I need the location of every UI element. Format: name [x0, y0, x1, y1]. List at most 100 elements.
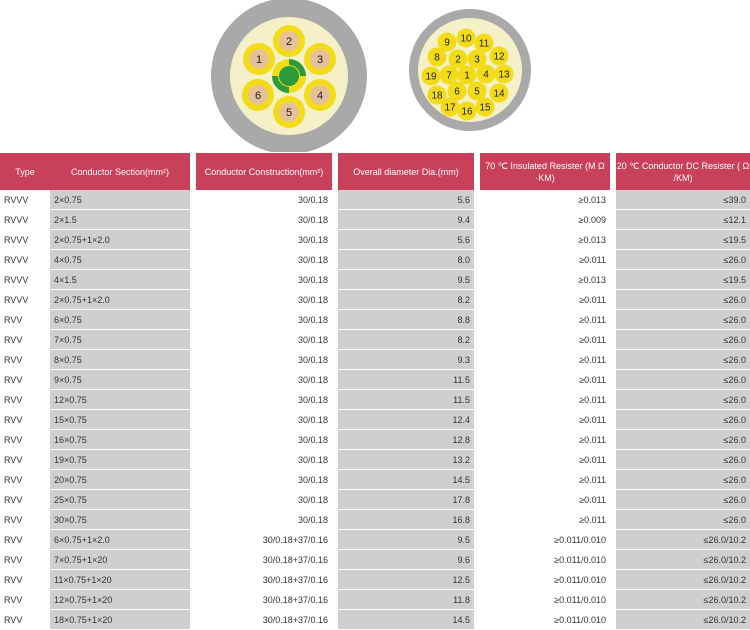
construction-cell: 30/0.18	[196, 290, 332, 310]
insulated-cell: ≥0.011	[480, 470, 610, 490]
cable-6-cores: 1 2 3 4 5 6	[242, 25, 336, 128]
insulated-cell: ≥0.011	[480, 450, 610, 470]
type-cell: RVVV	[0, 230, 50, 250]
core-label: 10	[460, 34, 472, 45]
core-label: 7	[446, 71, 452, 82]
diameter-cell: 14.5	[338, 610, 474, 630]
table-row: RVV 19×0.75 30/0.18 13.2 ≥0.011 ≤26.0	[0, 450, 750, 470]
insulated-cell: ≥0.013	[480, 190, 610, 210]
diameter-cell: 11.5	[338, 370, 474, 390]
core-label: 12	[493, 52, 505, 63]
diameter-cell: 5.6	[338, 230, 474, 250]
insulated-cell: ≥0.011	[480, 510, 610, 530]
construction-cell: 30/0.18	[196, 370, 332, 390]
core-label: 14	[493, 89, 505, 100]
core-12: 12	[489, 46, 509, 66]
construction-cell: 30/0.18	[196, 450, 332, 470]
insulated-cell: ≥0.009	[480, 210, 610, 230]
diameter-cell: 13.2	[338, 450, 474, 470]
section-cell: 7×0.75	[50, 330, 190, 350]
table-header-row: Type Conductor Section(mm²) Conductor Co…	[0, 153, 750, 190]
type-cell: RVVV	[0, 290, 50, 310]
header-diameter: Overall diameter Dia.(mm)	[338, 153, 474, 190]
diameter-cell: 9.5	[338, 530, 474, 550]
diameter-cell: 12.4	[338, 410, 474, 430]
core-2: 2	[273, 25, 305, 57]
core-17: 17	[440, 97, 460, 117]
table-row: RVVV 2×0.75 30/0.18 5.6 ≥0.013 ≤39.0	[0, 190, 750, 210]
dc-cell: ≤26.0	[616, 410, 750, 430]
header-dc: 20 ℃ Conductor DC Resister ( Ω /KM)	[616, 153, 750, 190]
diameter-cell: 9.4	[338, 210, 474, 230]
type-cell: RVV	[0, 330, 50, 350]
core-13: 13	[494, 64, 514, 84]
core-2: 2	[448, 49, 468, 69]
core-label: 15	[479, 103, 491, 114]
dc-cell: ≤19.5	[616, 230, 750, 250]
section-cell: 2×1.5	[50, 210, 190, 230]
table-row: RVVV 2×0.75+1×2.0 30/0.18 5.6 ≥0.013 ≤19.5	[0, 230, 750, 250]
section-cell: 12×0.75+1×20	[50, 590, 190, 610]
insulated-cell: ≥0.013	[480, 270, 610, 290]
type-cell: RVV	[0, 470, 50, 490]
table-row: RVV 9×0.75 30/0.18 11.5 ≥0.011 ≤26.0	[0, 370, 750, 390]
table-body: RVVV 2×0.75 30/0.18 5.6 ≥0.013 ≤39.0 RVVV 2×1.5…	[0, 190, 750, 630]
core-label: 3	[317, 54, 323, 66]
core-label: 18	[431, 91, 443, 102]
insulated-cell: ≥0.013	[480, 230, 610, 250]
insulated-cell: ≥0.011	[480, 310, 610, 330]
type-cell: RVV	[0, 370, 50, 390]
type-cell: RVV	[0, 390, 50, 410]
core-label: 3	[474, 55, 480, 66]
table-row: RVV 7×0.75 30/0.18 8.2 ≥0.011 ≤26.0	[0, 330, 750, 350]
table-row: RVV 25×0.75 30/0.18 17.8 ≥0.011 ≤26.0	[0, 490, 750, 510]
section-cell: 6×0.75+1×2.0	[50, 530, 190, 550]
construction-cell: 30/0.18	[196, 410, 332, 430]
construction-cell: 30/0.18	[196, 230, 332, 250]
diameter-cell: 9.3	[338, 350, 474, 370]
dc-cell: ≤26.0	[616, 470, 750, 490]
core-9: 9	[437, 32, 457, 52]
header-type: Type	[0, 153, 50, 190]
insulated-cell: ≥0.011	[480, 370, 610, 390]
diameter-cell: 8.2	[338, 290, 474, 310]
dc-cell: ≤26.0/10.2	[616, 550, 750, 570]
core-10: 10	[456, 28, 476, 48]
construction-cell: 30/0.18	[196, 390, 332, 410]
diameter-cell: 8.8	[338, 310, 474, 330]
core-14: 14	[489, 83, 509, 103]
dc-cell: ≤26.0/10.2	[616, 590, 750, 610]
core-label: 6	[255, 90, 261, 102]
core-label: 8	[434, 53, 440, 64]
type-cell: RVV	[0, 450, 50, 470]
insulated-cell: ≥0.011	[480, 250, 610, 270]
section-cell: 11×0.75+1×20	[50, 570, 190, 590]
insulated-cell: ≥0.011/0.010	[480, 570, 610, 590]
table-row: RVV 8×0.75 30/0.18 9.3 ≥0.011 ≤26.0	[0, 350, 750, 370]
core-label: 6	[454, 87, 460, 98]
core-label: 1	[256, 54, 262, 66]
section-cell: 7×0.75+1×20	[50, 550, 190, 570]
core-label: 4	[483, 70, 489, 81]
type-cell: RVV	[0, 610, 50, 630]
type-cell: RVVV	[0, 190, 50, 210]
dc-cell: ≤26.0	[616, 250, 750, 270]
section-cell: 2×0.75+1×2.0	[50, 290, 190, 310]
diameter-cell: 14.5	[338, 470, 474, 490]
core-label: 2	[455, 55, 461, 66]
dc-cell: ≤39.0	[616, 190, 750, 210]
core-19: 19	[421, 66, 441, 86]
dc-cell: ≤26.0	[616, 430, 750, 450]
construction-cell: 30/0.18	[196, 330, 332, 350]
insulated-cell: ≥0.011	[480, 350, 610, 370]
core-5: 5	[273, 96, 305, 128]
dc-cell: ≤19.5	[616, 270, 750, 290]
section-cell: 6×0.75	[50, 310, 190, 330]
diameter-cell: 12.5	[338, 570, 474, 590]
construction-cell: 30/0.18	[196, 490, 332, 510]
core-7: 7	[439, 65, 459, 85]
table-row: RVV 30×0.75 30/0.18 16.8 ≥0.011 ≤26.0	[0, 510, 750, 530]
construction-cell: 30/0.18	[196, 310, 332, 330]
table-row: RVV 7×0.75+1×20 30/0.18+37/0.16 9.6 ≥0.011/0…	[0, 550, 750, 570]
